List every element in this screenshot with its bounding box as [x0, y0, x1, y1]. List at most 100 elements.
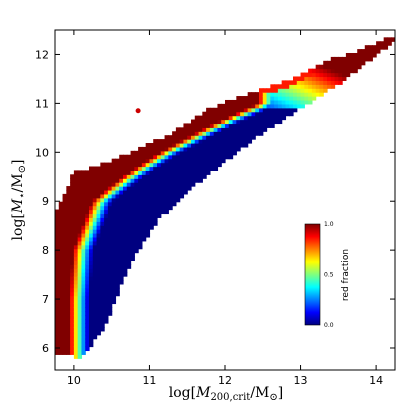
heatmap-cell — [194, 123, 200, 128]
heatmap-cell — [126, 166, 132, 171]
heatmap-cell — [349, 52, 355, 58]
heatmap-cell — [66, 323, 71, 328]
heatmap-cell — [100, 252, 105, 258]
heatmap-cell — [55, 217, 60, 222]
heatmap-cell — [187, 170, 192, 175]
heatmap-cell — [70, 330, 75, 336]
heatmap-cell — [58, 299, 64, 305]
heatmap-cell — [77, 307, 83, 312]
heatmap-cell — [66, 186, 71, 191]
heatmap-cell — [81, 279, 86, 285]
heatmap-cell — [323, 60, 328, 66]
heatmap-cell — [123, 197, 128, 203]
heatmap-cell — [194, 131, 200, 136]
heatmap-cell — [209, 166, 215, 171]
heatmap-cell — [209, 146, 215, 152]
heatmap-cell — [179, 166, 185, 171]
heatmap-cell — [134, 162, 139, 168]
heatmap-cell — [62, 311, 67, 316]
heatmap-cell — [168, 146, 173, 152]
heatmap-cell — [77, 319, 83, 324]
heatmap-cell — [304, 72, 309, 78]
heatmap-cell — [153, 154, 158, 160]
heatmap-cell — [255, 99, 260, 105]
heatmap-cell — [164, 150, 169, 156]
heatmap-cell — [236, 115, 241, 121]
heatmap-cell — [259, 119, 264, 125]
heatmap-cell — [251, 123, 256, 128]
heatmap-cell — [157, 182, 162, 187]
heatmap-cell — [319, 88, 324, 93]
heatmap-cell — [315, 64, 321, 70]
heatmap-cell — [77, 323, 83, 328]
heatmap-cell — [134, 217, 139, 222]
heatmap-cell — [376, 41, 381, 46]
heatmap-cell — [89, 178, 94, 183]
heatmap-cell — [89, 221, 94, 226]
heatmap-cell — [77, 213, 83, 218]
heatmap-cell — [58, 217, 64, 222]
heatmap-cell — [130, 154, 135, 160]
heatmap-cell — [119, 205, 124, 211]
heatmap-cell — [115, 201, 120, 207]
heatmap-cell — [73, 260, 79, 265]
heatmap-cell — [89, 334, 94, 340]
heatmap-cell — [123, 256, 128, 262]
heatmap-cell — [100, 182, 105, 187]
heatmap-cell — [262, 103, 268, 109]
heatmap-cell — [191, 154, 196, 160]
heatmap-cell — [149, 166, 154, 171]
heatmap-cell — [89, 323, 94, 328]
heatmap — [55, 37, 395, 359]
heatmap-cell — [107, 162, 113, 168]
heatmap-cell — [100, 291, 105, 297]
heatmap-cell — [77, 338, 83, 344]
heatmap-cell — [259, 88, 264, 93]
heatmap-cell — [259, 127, 264, 132]
heatmap-cell — [58, 209, 64, 215]
heatmap-cell — [334, 68, 339, 74]
heatmap-cell — [115, 233, 120, 238]
heatmap-cell — [175, 143, 181, 148]
heatmap-cell — [315, 84, 321, 89]
heatmap-cell — [225, 150, 230, 156]
heatmap-cell — [58, 307, 64, 312]
heatmap-cell — [66, 303, 71, 308]
heatmap-cell — [77, 272, 83, 277]
heatmap-cell — [160, 166, 166, 171]
heatmap-cell — [66, 233, 71, 238]
heatmap-cell — [119, 240, 124, 246]
heatmap-cell — [160, 186, 166, 191]
heatmap-cell — [77, 252, 83, 258]
heatmap-cell — [100, 244, 105, 250]
heatmap-cell — [119, 217, 124, 222]
heatmap-cell — [58, 264, 64, 269]
heatmap-cell — [70, 326, 75, 332]
heatmap-cell — [198, 131, 203, 136]
heatmap-cell — [92, 217, 98, 222]
heatmap-cell — [73, 229, 79, 234]
heatmap-cell — [353, 64, 358, 70]
y-tick-label: 8 — [42, 244, 49, 257]
heatmap-cell — [115, 166, 120, 171]
heatmap-cell — [73, 346, 79, 352]
heatmap-cell — [259, 115, 264, 121]
heatmap-cell — [153, 205, 158, 211]
heatmap-cell — [85, 174, 90, 179]
heatmap-cell — [100, 197, 105, 203]
heatmap-cell — [153, 178, 158, 183]
heatmap-cell — [89, 209, 94, 215]
heatmap-cell — [126, 213, 132, 218]
heatmap-cell — [376, 45, 381, 50]
heatmap-cell — [55, 315, 60, 320]
heatmap-cell — [175, 127, 181, 132]
heatmap-cell — [345, 72, 351, 78]
heatmap-cell — [145, 166, 151, 171]
heatmap-cell — [236, 131, 241, 136]
heatmap-cell — [89, 174, 94, 179]
heatmap-cell — [387, 37, 392, 42]
heatmap-cell — [349, 56, 355, 62]
heatmap-cell — [300, 76, 305, 81]
heatmap-cell — [157, 158, 162, 164]
heatmap-cell — [255, 119, 260, 125]
